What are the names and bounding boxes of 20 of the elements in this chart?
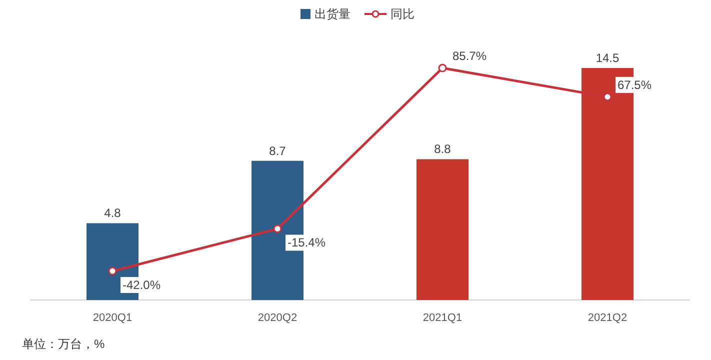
- data-label: 14.5: [596, 51, 620, 65]
- data-label: 8.7: [269, 144, 286, 158]
- point: [603, 92, 612, 102]
- bar: [416, 159, 468, 300]
- data-label: 8.8: [434, 142, 452, 156]
- point: [108, 266, 117, 276]
- data-label: 67.5%: [618, 78, 652, 92]
- point: [438, 64, 447, 72]
- legend-label: 出货量: [314, 7, 350, 21]
- data-label: 4.8: [104, 206, 122, 220]
- x-tick-label: 2021Q1: [422, 312, 462, 324]
- x-tick-label: 2020Q1: [92, 312, 132, 324]
- data-label: -15.4%: [288, 236, 326, 250]
- point: [273, 224, 282, 233]
- data-label: -42.0%: [122, 278, 161, 292]
- data-label: 85.7%: [452, 49, 487, 63]
- text: 单位：万台，%: [22, 337, 105, 351]
- legend-label: 同比: [390, 7, 414, 21]
- x-tick-label: 2021Q2: [588, 312, 628, 324]
- x-tick-label: 2020Q2: [258, 312, 298, 324]
